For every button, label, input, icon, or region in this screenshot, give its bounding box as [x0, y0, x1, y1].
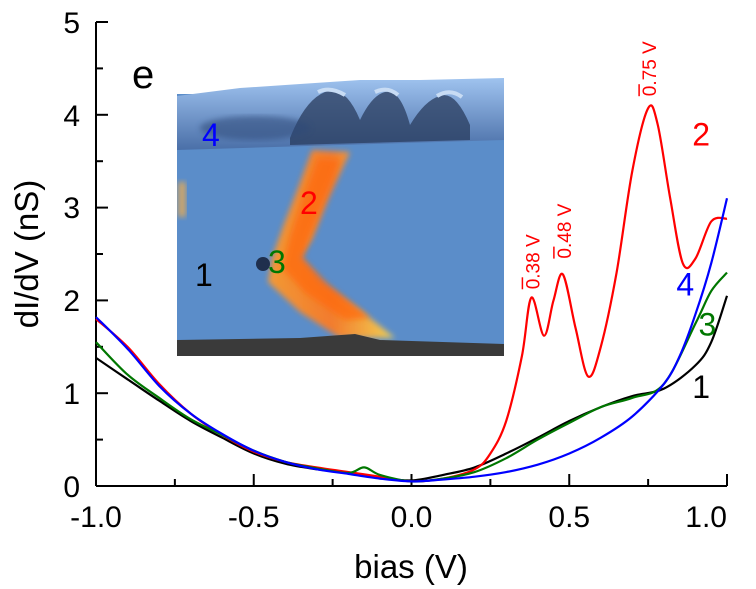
y-tick-label: 0: [63, 471, 80, 504]
x-tick-label: -0.5: [228, 501, 280, 534]
x-tick-labels: -1.0 -0.5 0.0 0.5 1.0: [70, 501, 727, 534]
stm-inset-image: 4 2 3 1: [177, 78, 504, 356]
x-tick-label: 1.0: [685, 501, 727, 534]
curve-label-3: 3: [699, 307, 717, 343]
x-tick-label: -1.0: [70, 501, 122, 534]
peak-annotation: 0.75 V: [638, 41, 661, 97]
y-tick-label: 5: [63, 7, 80, 40]
axis-ticks: [95, 21, 728, 487]
peak-annotation-label: 0.38 V: [523, 234, 544, 289]
curve-label-layer: 1 2 34 0.38 V 0.48 V 0.75 V: [521, 41, 717, 405]
x-tick-label: 0.5: [548, 501, 590, 534]
curve-label-4: 4: [676, 267, 694, 303]
y-axis-title: dI/dV (nS): [8, 180, 45, 329]
y-tick-label: 3: [63, 192, 80, 225]
peak-annotation-label: 0.48 V: [555, 203, 576, 258]
inset-edge-glow: [178, 182, 186, 217]
curve-label-2: 2: [692, 116, 710, 152]
inset-base: [177, 334, 504, 356]
peak-annotation: 0.38 V: [521, 234, 544, 290]
panel-letter: e: [132, 53, 154, 97]
y-tick-label: 4: [63, 100, 80, 133]
peak-annotation: 0.48 V: [553, 203, 576, 259]
y-tick-label: 2: [63, 285, 80, 318]
inset-stripe-core: [282, 158, 370, 320]
peak-annotation-label: 0.75 V: [640, 41, 661, 96]
x-tick-label: 0.0: [391, 501, 433, 534]
y-tick-labels: 0 1 2 3 4 5: [63, 7, 80, 504]
inset-label: 3: [268, 244, 286, 280]
inset-label: 4: [202, 117, 220, 153]
inset-label: 1: [195, 257, 213, 293]
curve-label-1: 1: [692, 369, 710, 405]
x-axis-title: bias (V): [354, 548, 468, 585]
inset-stripe: [268, 150, 395, 338]
inset-bumps: [290, 90, 470, 145]
inset-shadow: [200, 116, 310, 140]
inset-label: 2: [300, 185, 318, 221]
inset-bump-highlights: [317, 87, 464, 99]
inset-pit: [256, 257, 270, 271]
series-line-4: [95, 198, 729, 483]
series-layer: [95, 104, 729, 483]
y-tick-label: 1: [63, 378, 80, 411]
